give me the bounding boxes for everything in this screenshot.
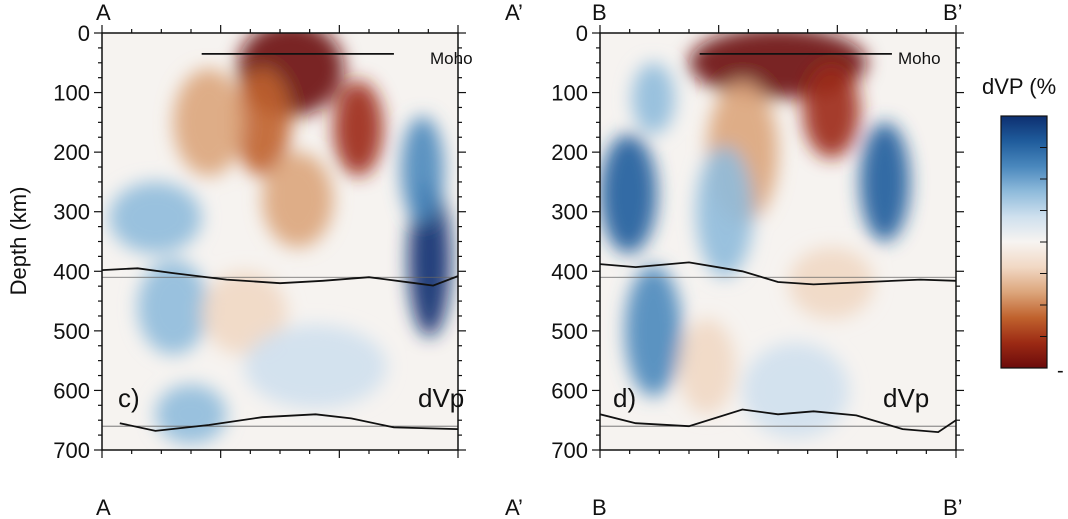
y-tick-label-c-400: 400	[53, 259, 90, 284]
moho-annotation-d: Moho	[898, 49, 941, 68]
velocity-anomaly-c-11	[155, 384, 227, 445]
y-tick-label-d-600: 600	[551, 378, 588, 403]
velocity-anomaly-c-7	[109, 181, 202, 254]
velocity-anomaly-d-10	[632, 62, 675, 135]
velocity-anomaly-c-2	[333, 80, 384, 176]
label-top-right-a-prime: A’	[505, 0, 523, 25]
y-tick-label-c-100: 100	[53, 81, 90, 106]
field-label-dvp-d: dVp	[883, 383, 929, 413]
colorbar: dVP (% -	[982, 74, 1064, 382]
velocity-anomaly-d-5	[624, 265, 682, 397]
velocity-anomaly-d-7	[678, 318, 736, 415]
velocity-anomaly-c-6	[401, 116, 444, 224]
velocity-anomaly-c-1	[233, 68, 291, 176]
velocity-anomaly-c-3	[173, 68, 245, 176]
y-tick-label-d-100: 100	[551, 81, 588, 106]
y-tick-label-c-600: 600	[53, 378, 90, 403]
y-tick-label-d-700: 700	[551, 438, 588, 463]
velocity-anomaly-d-4	[600, 134, 657, 254]
label-top-left-a: A	[96, 0, 111, 25]
label-bottom-left-a: A	[96, 495, 111, 519]
velocity-anomaly-d-8	[742, 342, 850, 439]
field-label-dvp-c: dVp	[418, 383, 464, 413]
discontinuity-660-d	[600, 408, 956, 434]
panel-d: 0 100 200 300 400 500 600 700 B B’ B B’ Moho d)…	[551, 0, 964, 519]
discontinuity-410-d	[600, 261, 956, 286]
colorbar-title: dVP (%	[982, 74, 1056, 99]
moho-annotation-c: Moho	[430, 49, 473, 68]
y-tick-label-c-300: 300	[53, 200, 90, 225]
y-tick-label-d-200: 200	[551, 140, 588, 165]
label-top-left-b: B	[592, 0, 607, 25]
y-tick-label-c-200: 200	[53, 140, 90, 165]
panel-label-c: c)	[118, 383, 140, 413]
label-bottom-right-a-prime: A’	[505, 495, 523, 519]
velocity-anomaly-d-3	[859, 122, 910, 242]
y-tick-label-c-500: 500	[53, 319, 90, 344]
y-axis-label: Depth (km)	[6, 187, 31, 296]
y-tick-label-d-400: 400	[551, 259, 588, 284]
panel-label-d: d)	[613, 383, 636, 413]
y-tick-label-d-300: 300	[551, 200, 588, 225]
y-tick-label-d-0: 0	[576, 21, 588, 46]
label-bottom-right-b-prime: B’	[943, 495, 963, 519]
y-tick-label-d-500: 500	[551, 319, 588, 344]
y-tick-label-c-700: 700	[53, 438, 90, 463]
label-bottom-left-b: B	[592, 495, 607, 519]
label-top-right-b-prime: B’	[943, 0, 963, 25]
velocity-anomaly-c-4	[262, 152, 334, 248]
colorbar-tick-bottom: -	[1057, 360, 1064, 382]
discontinuity-410-c	[102, 267, 458, 287]
velocity-anomaly-d-1	[802, 62, 860, 159]
discontinuity-660-c	[119, 413, 458, 432]
velocity-anomaly-c-10	[244, 324, 387, 409]
velocity-anomaly-c-8	[137, 259, 209, 355]
panel-c: 0 100 200 300 400 500 600 700 A A’ A A’ Moho c)…	[6, 0, 523, 519]
velocity-anomaly-d-6	[696, 146, 754, 278]
panel-c-velocity-field	[109, 33, 451, 445]
velocity-anomaly-c-9	[201, 271, 288, 355]
y-tick-label-c-0: 0	[78, 21, 90, 46]
